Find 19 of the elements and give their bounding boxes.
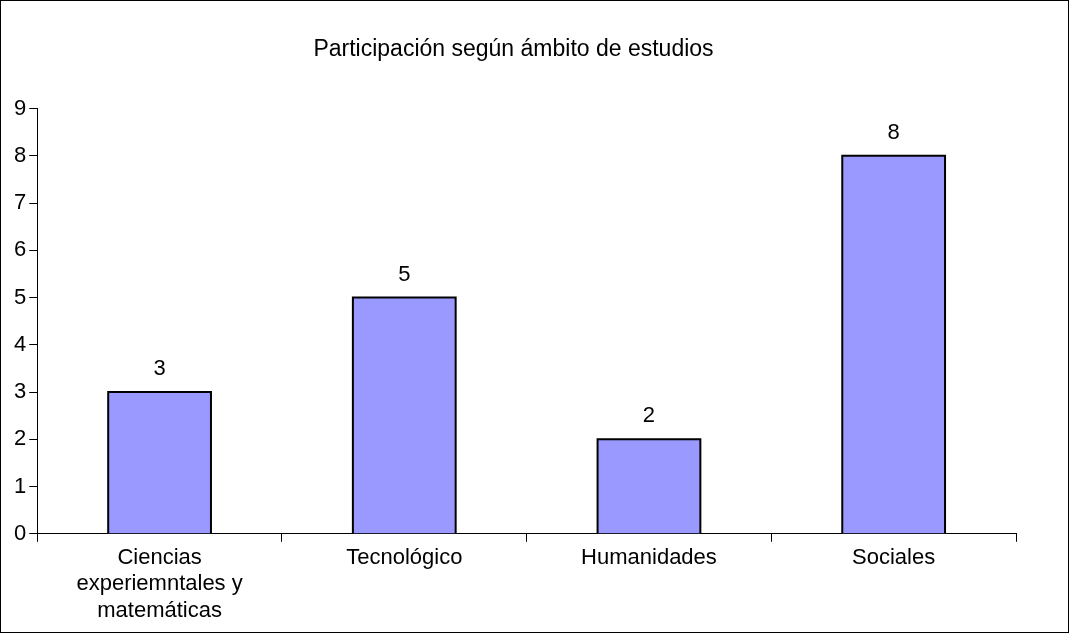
x-tick-label: Ciencias experiemntales y matemáticas (76, 544, 243, 622)
y-tick-label: 3 (13, 378, 27, 404)
data-label: 2 (642, 402, 656, 428)
x-tick-label: Humanidades (581, 544, 717, 570)
x-tick-label: Tecnológico (346, 544, 463, 570)
chart-title: Participación según ámbito de estudios (313, 35, 714, 62)
y-tick-label: 5 (13, 283, 27, 309)
y-tick-label: 2 (13, 425, 27, 451)
y-tick-label: 4 (13, 330, 27, 356)
y-tick-label: 0 (13, 519, 27, 545)
data-label: 3 (153, 355, 166, 381)
y-tick-label: 1 (13, 472, 27, 498)
y-tick-label: 9 (13, 94, 27, 120)
data-label: 8 (887, 118, 900, 144)
x-tick-label: Sociales (852, 544, 936, 570)
data-label: 5 (398, 260, 411, 286)
y-tick-label: 7 (13, 189, 27, 215)
y-tick-label: 6 (13, 236, 27, 262)
y-tick-label: 8 (13, 141, 27, 167)
